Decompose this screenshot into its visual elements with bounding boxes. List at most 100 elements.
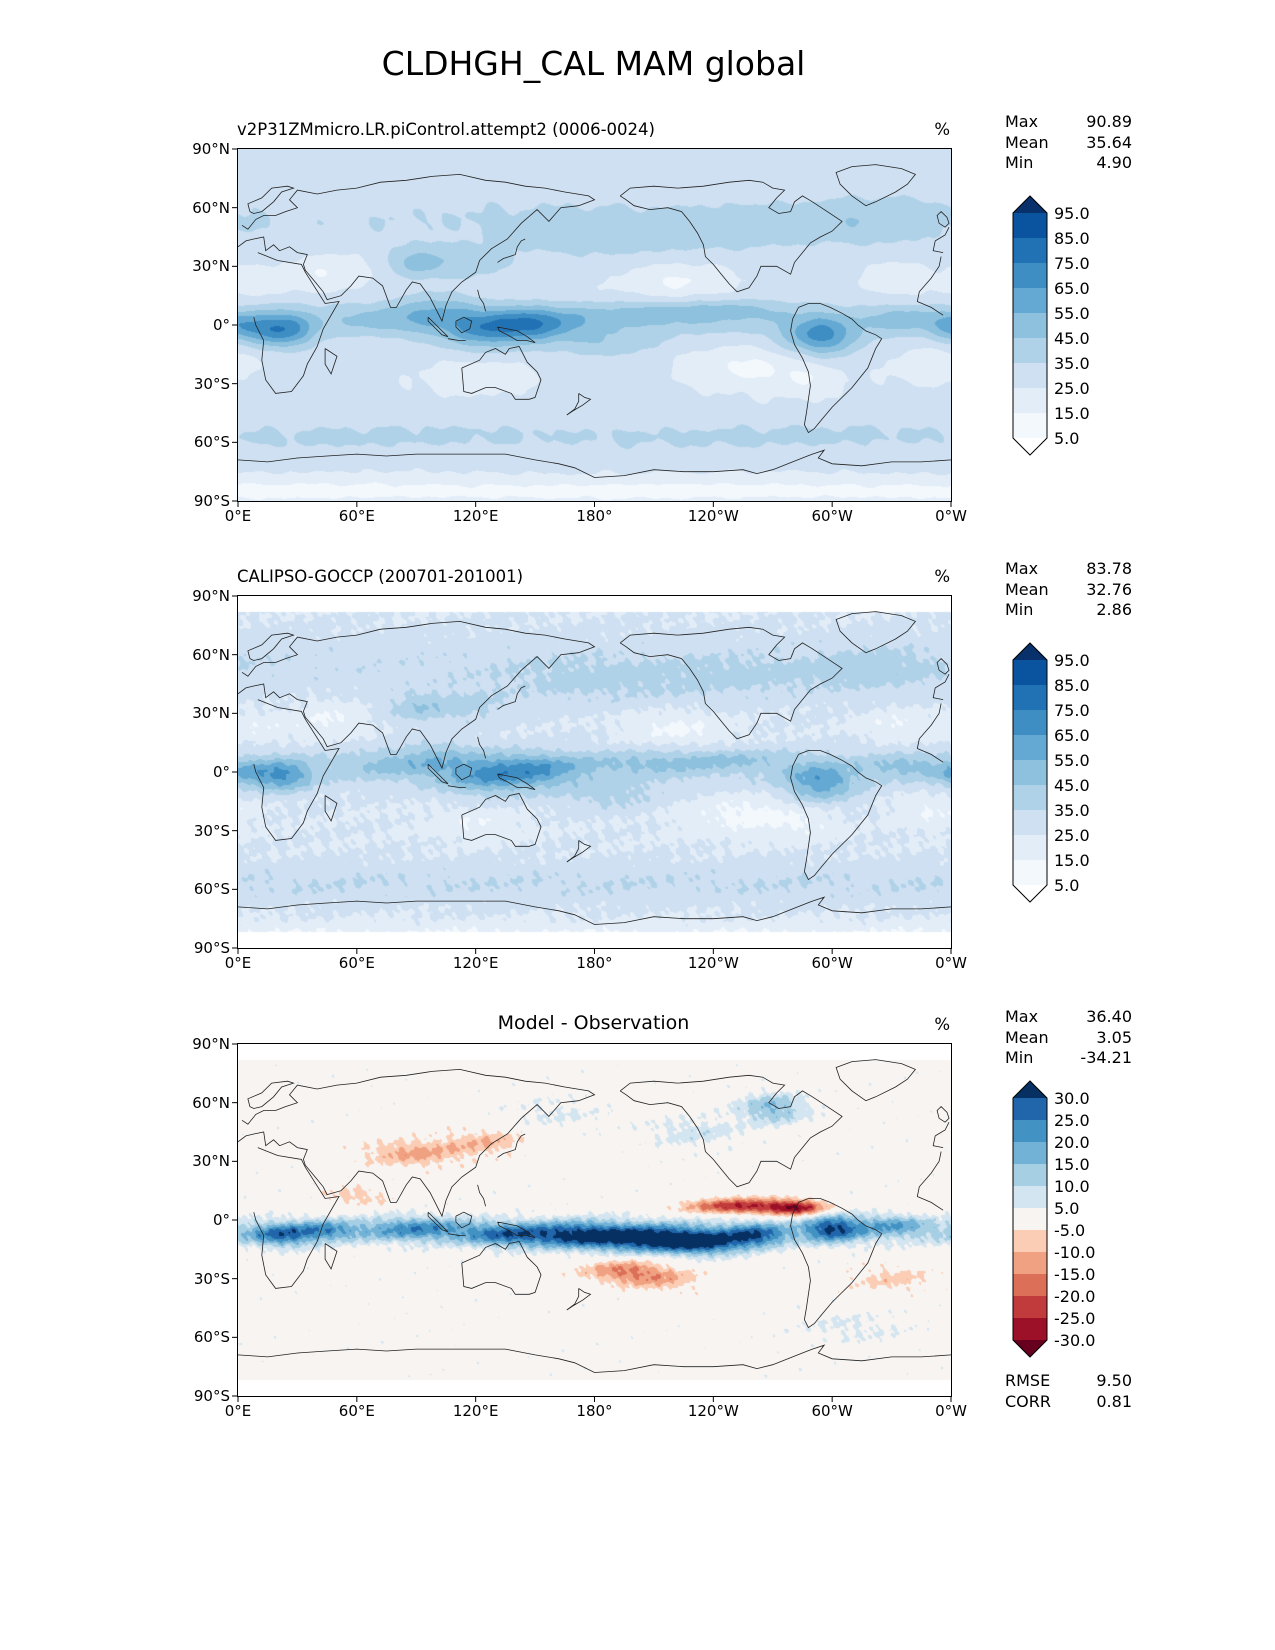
- panel-observation-title: CALIPSO-GOCCP (200701-201001): [237, 567, 524, 586]
- map-canvas: [238, 596, 951, 948]
- stat-label: RMSE: [1005, 1371, 1051, 1390]
- colorbar-tick-label: -10.0: [1054, 1243, 1096, 1262]
- lat-tick-label: 60°S: [193, 433, 230, 452]
- colorbar-segment: [1013, 1120, 1047, 1143]
- colorbar-segment: [1013, 1274, 1047, 1297]
- figure-title: CLDHGH_CAL MAM global: [381, 44, 806, 83]
- lon-tick-label: 60°E: [338, 507, 375, 525]
- map-canvas: [238, 1044, 951, 1396]
- coastline-path: [237, 164, 952, 478]
- colorbar-tick-label: 85.0: [1054, 229, 1090, 248]
- colorbar-segment: [1013, 363, 1047, 389]
- stat-row: Max 90.89: [1005, 112, 1132, 133]
- stat-label: CORR: [1005, 1391, 1051, 1411]
- lon-tick-label: 0°E: [224, 954, 252, 972]
- colorbar-extend-min: [1013, 885, 1047, 902]
- stat-label: Max: [1005, 1007, 1039, 1026]
- panel-observation-stats-block: Max 83.78 Mean 32.76 Min 2.86: [1005, 559, 1132, 621]
- lon-tick-label: 60°W: [811, 954, 853, 972]
- colorbar-tick-label: -20.0: [1054, 1287, 1096, 1306]
- stat-value: -34.21: [1080, 1048, 1132, 1067]
- coastline-overlay: [232, 148, 952, 507]
- colorbar-segment: [1013, 1208, 1047, 1231]
- lat-tick-label: 90°S: [193, 1387, 230, 1405]
- colorbar-extend-min: [1013, 438, 1047, 455]
- lat-tick-label: 30°N: [192, 704, 230, 723]
- colorbar-tick-label: 35.0: [1054, 801, 1090, 820]
- lat-tick-label: 0°: [212, 763, 230, 781]
- colorbar-segment: [1013, 288, 1047, 314]
- colorbar-segment: [1013, 1318, 1047, 1341]
- colorbar-segment: [1013, 1252, 1047, 1275]
- colorbar-svg: [1012, 642, 1048, 903]
- colorbar-tick-label: -15.0: [1054, 1265, 1096, 1284]
- panel-difference: Model - Observation % Max 36.40 Mean 3.05 Mi…: [0, 1005, 1275, 1475]
- rmse-corr-block: RMSE 9.50 CORR 0.81: [1005, 1371, 1132, 1412]
- coastline-overlay: [232, 595, 952, 954]
- colorbar-segment: [1013, 735, 1047, 761]
- lat-tick-label: 60°S: [193, 1328, 230, 1347]
- stat-row: Min 2.86: [1005, 600, 1132, 621]
- colorbar-tick-label: 10.0: [1054, 1177, 1090, 1196]
- lon-tick-label: 0°E: [224, 1402, 252, 1420]
- lon-tick-label: 60°W: [811, 1402, 853, 1420]
- colorbar-svg: [1012, 1080, 1048, 1358]
- stat-value: 0.81: [1096, 1391, 1132, 1411]
- colorbar-tick-label: 55.0: [1054, 304, 1090, 323]
- stat-value: 2.86: [1096, 600, 1132, 619]
- stat-value: 32.76: [1086, 579, 1132, 599]
- stat-row: Mean 35.64: [1005, 133, 1132, 154]
- panel-observation-colorbar: 95.0 85.0 75.0 65.0 55.0 45.0 35.0 25.0 15.0 5.0: [1010, 642, 1140, 907]
- lat-tick-label: 90°N: [192, 1035, 230, 1053]
- colorbar-segment: [1013, 213, 1047, 239]
- panel-model-colorbar: 95.0 85.0 75.0 65.0 55.0 45.0 35.0 25.0 15.0 5.0: [1010, 195, 1140, 460]
- colorbar-tick-label: 65.0: [1054, 726, 1090, 745]
- panel-model-title: v2P31ZMmicro.LR.piControl.attempt2 (0006…: [237, 120, 655, 139]
- stat-row: CORR 0.81: [1005, 1392, 1132, 1413]
- colorbar-segment: [1013, 835, 1047, 861]
- colorbar-segment: [1013, 413, 1047, 439]
- stat-value: 3.05: [1096, 1027, 1132, 1047]
- colorbar-tick-label: 45.0: [1054, 329, 1090, 348]
- lon-tick-label: 0°W: [935, 954, 967, 972]
- colorbar-tick-label: 35.0: [1054, 354, 1090, 373]
- panel-observation: CALIPSO-GOCCP (200701-201001) % Max 83.78…: [0, 557, 1275, 1027]
- colorbar-tick-label: 45.0: [1054, 776, 1090, 795]
- lon-tick-label: 120°W: [687, 954, 739, 972]
- lon-tick-label: 60°W: [811, 507, 853, 525]
- colorbar-segment: [1013, 785, 1047, 811]
- panel-difference-stats-block: Max 36.40 Mean 3.05 Min -34.21: [1005, 1007, 1132, 1069]
- colorbar-outline: [1012, 195, 1048, 456]
- lon-tick-label: 180°: [576, 954, 613, 972]
- lat-tick-label: 30°S: [193, 1269, 230, 1288]
- lat-tick-label: 90°S: [193, 492, 230, 510]
- colorbar-tick-label: 75.0: [1054, 701, 1090, 720]
- coastline-overlay: [232, 1043, 952, 1402]
- colorbar-tick-label: 95.0: [1054, 204, 1090, 223]
- stat-row: Max 36.40: [1005, 1007, 1132, 1028]
- colorbar-tick-label: 15.0: [1054, 851, 1090, 870]
- colorbar-tick-label: 55.0: [1054, 751, 1090, 770]
- colorbar-tick-label: 25.0: [1054, 379, 1090, 398]
- lon-tick-label: 180°: [576, 507, 613, 525]
- colorbar-outline: [1012, 1080, 1048, 1358]
- panel-observation-units-label: %: [934, 567, 950, 586]
- lat-tick-label: 30°N: [192, 1152, 230, 1171]
- colorbar-tick-label: 25.0: [1054, 826, 1090, 845]
- coastline-path: [237, 1059, 952, 1373]
- colorbar-segment: [1013, 1296, 1047, 1319]
- colorbar-extend-max: [1013, 643, 1047, 660]
- panel-difference-title: Model - Observation: [497, 1012, 690, 1034]
- colorbar-tick-label: 15.0: [1054, 1155, 1090, 1174]
- lon-tick-label: 120°E: [452, 507, 499, 525]
- stat-row: Min -34.21: [1005, 1048, 1132, 1069]
- colorbar-tick-label: 75.0: [1054, 254, 1090, 273]
- stat-value: 4.90: [1096, 153, 1132, 172]
- lon-tick-label: 60°E: [338, 1402, 375, 1420]
- stat-row: Max 83.78: [1005, 559, 1132, 580]
- colorbar-tick-label: 20.0: [1054, 1133, 1090, 1152]
- colorbar-segment: [1013, 1164, 1047, 1187]
- lat-tick-label: 90°N: [192, 140, 230, 158]
- colorbar-segment: [1013, 1142, 1047, 1165]
